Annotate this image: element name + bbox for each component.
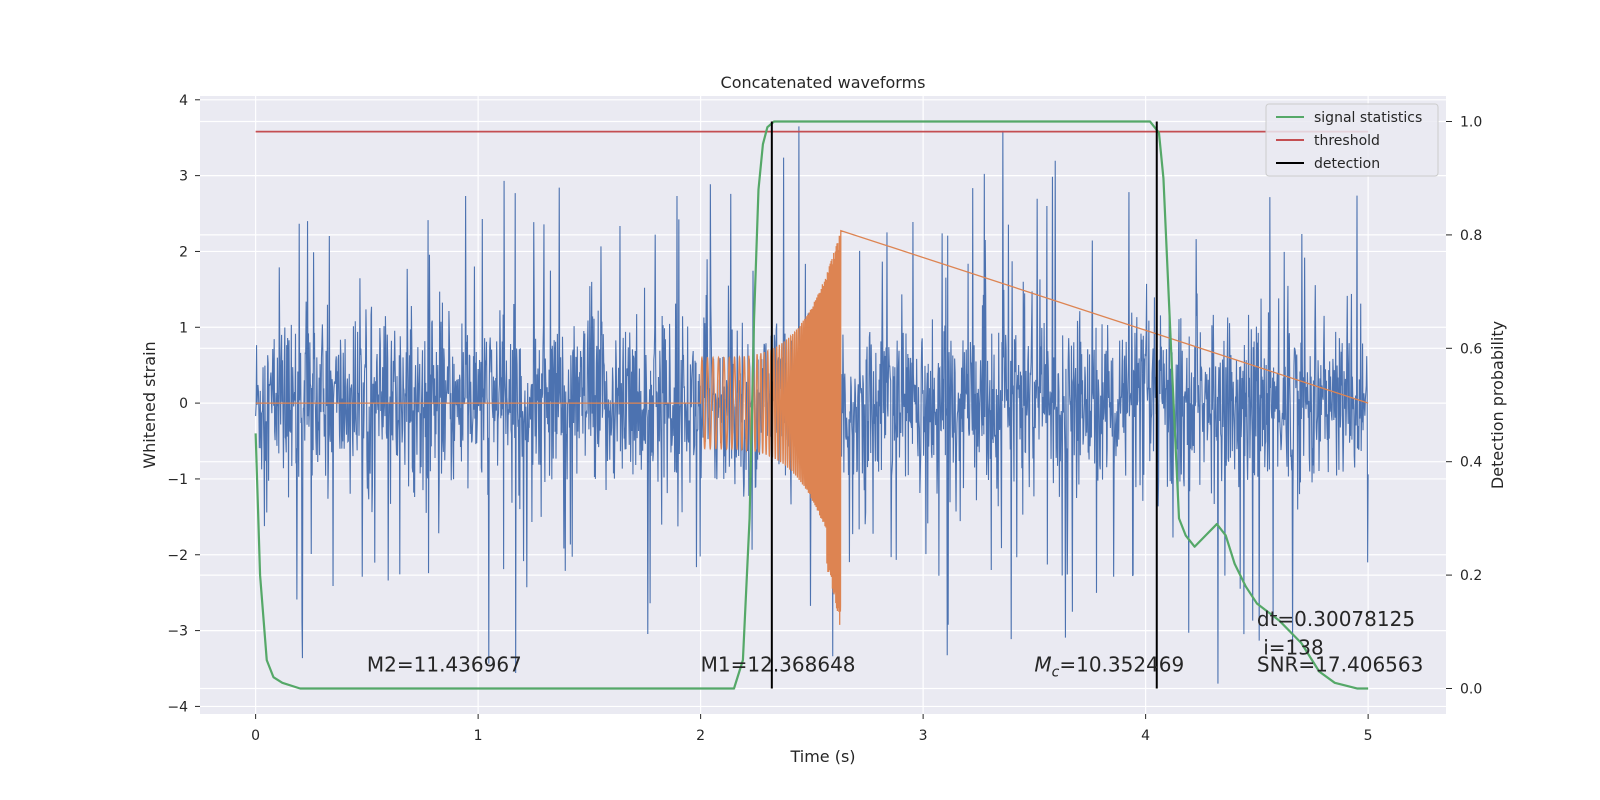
y-left-tick-label: −4 (167, 699, 188, 715)
annotation-mc-value: =10.352469 (1059, 652, 1184, 676)
annotation-snr: SNR=17.406563 (1257, 652, 1423, 676)
annotation-m1: M1=12.368648 (701, 652, 856, 676)
legend-label-signal-statistics: signal statistics (1314, 110, 1422, 126)
x-tick-label: 5 (1364, 728, 1373, 744)
y-right-tick-label: 1.0 (1460, 115, 1482, 131)
y-left-tick-label: 0 (179, 396, 188, 412)
y-left-tick-label: 3 (179, 169, 188, 185)
annotation-mc-subscript: c (1052, 664, 1060, 680)
y-left-tick-label: −3 (167, 624, 188, 640)
annotation-mc-symbol: M (1034, 652, 1051, 676)
y-axis-right-label: Detection probability (1488, 321, 1507, 489)
y-left-tick-label: 1 (179, 320, 188, 336)
y-right-tick-label: 0.2 (1460, 568, 1482, 584)
signal-series (255, 229, 1369, 625)
legend-label-detection: detection (1314, 156, 1380, 172)
x-tick-label: 4 (1141, 728, 1150, 744)
chart-title: Concatenated waveforms (721, 73, 926, 92)
legend: signal statistics threshold detection (1265, 103, 1439, 177)
x-tick-label: 1 (474, 728, 483, 744)
x-axis-label: Time (s) (789, 747, 855, 766)
annotation-dt: dt=0.30078125 (1257, 607, 1415, 631)
x-tick-label: 0 (251, 728, 260, 744)
y-axis-right-ticks: 0.0 0.2 0.4 0.6 0.8 1.0 (1446, 115, 1482, 697)
y-left-tick-label: −1 (167, 472, 188, 488)
annotation-i: i=138 (1257, 635, 1324, 659)
y-left-tick-label: 4 (179, 93, 188, 109)
legend-box (1265, 103, 1439, 177)
annotation-m2: M2=11.436967 (367, 652, 522, 676)
x-axis-ticks: 0 1 2 3 4 5 (251, 714, 1373, 744)
signal-statistics-line (254, 120, 1369, 690)
detection-series (770, 121, 1158, 689)
y-right-tick-label: 0.6 (1460, 341, 1482, 357)
y-right-tick-label: 0.8 (1460, 228, 1482, 244)
x-tick-label: 3 (919, 728, 928, 744)
y-right-tick-label: 0.0 (1460, 681, 1482, 697)
y-left-tick-label: −2 (167, 548, 188, 564)
y-right-tick-label: 0.4 (1460, 455, 1482, 471)
signal-line (255, 229, 1369, 625)
signal-statistics-series (254, 120, 1369, 690)
x-tick-label: 2 (696, 728, 705, 744)
y-axis-left-label: Whitened strain (140, 341, 159, 468)
y-axis-left-ticks: −4 −3 −2 −1 0 1 2 3 4 (167, 93, 200, 715)
y-left-tick-label: 2 (179, 244, 188, 260)
legend-label-threshold: threshold (1314, 133, 1380, 149)
annotation-mc: Mc=10.352469 (1034, 652, 1184, 680)
annotations: M2=11.436967 M1=12.368648 Mc=10.352469 d… (367, 607, 1423, 680)
